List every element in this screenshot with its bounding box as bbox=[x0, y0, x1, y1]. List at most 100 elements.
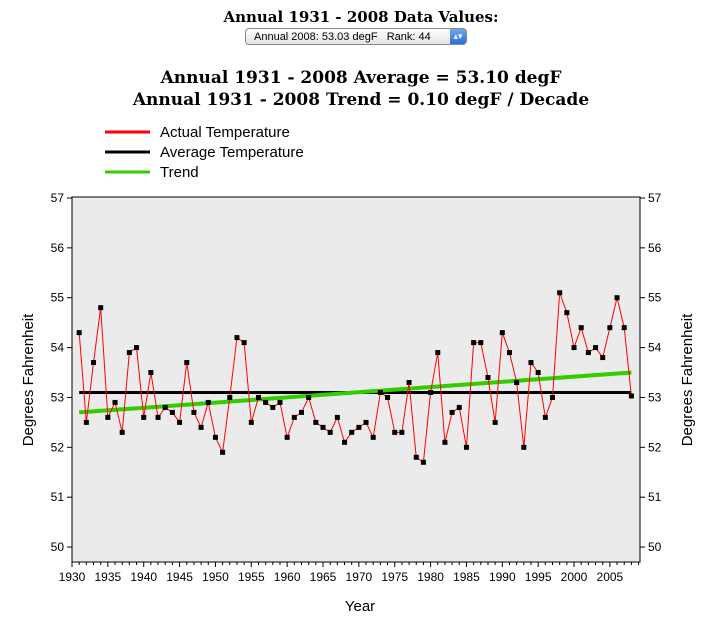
data-point bbox=[291, 414, 297, 420]
data-point bbox=[621, 325, 627, 331]
legend-label: Trend bbox=[160, 164, 199, 181]
y-tick-label-right: 50 bbox=[648, 540, 662, 554]
data-point bbox=[248, 419, 254, 425]
x-tick-label: 1960 bbox=[274, 570, 301, 584]
data-point bbox=[420, 459, 426, 465]
data-point bbox=[234, 335, 240, 341]
data-point bbox=[614, 295, 620, 301]
x-tick-label: 1955 bbox=[238, 570, 265, 584]
y-tick-label-left: 52 bbox=[51, 440, 65, 454]
data-point bbox=[593, 345, 599, 351]
data-point bbox=[349, 429, 355, 435]
y-tick-label-right: 54 bbox=[648, 341, 662, 355]
data-point bbox=[578, 325, 584, 331]
select-value: Annual 2008: 53.03 degF Rank: 44 bbox=[254, 31, 431, 43]
data-point bbox=[241, 340, 247, 346]
trend-title: Annual 1931 - 2008 Trend = 0.10 degF / D… bbox=[132, 90, 590, 110]
data-point bbox=[91, 360, 97, 366]
data-point bbox=[428, 389, 434, 395]
data-point bbox=[370, 434, 376, 440]
data-point bbox=[521, 444, 527, 450]
y-tick-label-left: 57 bbox=[51, 191, 65, 205]
data-point bbox=[313, 419, 319, 425]
data-point bbox=[184, 360, 190, 366]
data-point bbox=[141, 414, 147, 420]
x-tick-label: 1995 bbox=[525, 570, 552, 584]
data-point bbox=[628, 393, 634, 399]
data-point bbox=[320, 424, 326, 430]
data-point bbox=[514, 379, 520, 385]
data-point bbox=[607, 325, 613, 331]
data-point bbox=[177, 419, 183, 425]
x-tick-label: 1970 bbox=[346, 570, 373, 584]
x-tick-label: 1985 bbox=[453, 570, 480, 584]
data-point bbox=[442, 439, 448, 445]
data-point bbox=[542, 414, 548, 420]
y-tick-label-left: 51 bbox=[51, 490, 65, 504]
data-point bbox=[478, 340, 484, 346]
x-tick-label: 1930 bbox=[59, 570, 86, 584]
data-point bbox=[198, 424, 204, 430]
data-point bbox=[306, 394, 312, 400]
data-point bbox=[435, 350, 441, 356]
data-point bbox=[76, 330, 82, 336]
data-point bbox=[600, 355, 606, 361]
data-point bbox=[356, 424, 362, 430]
data-point bbox=[277, 399, 283, 405]
data-point bbox=[385, 394, 391, 400]
x-tick-label: 1950 bbox=[202, 570, 229, 584]
data-point bbox=[155, 414, 161, 420]
data-point bbox=[585, 350, 591, 356]
y-tick-label-left: 50 bbox=[51, 540, 65, 554]
x-tick-label: 1940 bbox=[130, 570, 157, 584]
data-values-title: Annual 1931 - 2008 Data Values: bbox=[223, 8, 499, 26]
data-point bbox=[126, 350, 132, 356]
x-tick-label: 2005 bbox=[597, 570, 624, 584]
y-tick-label-right: 57 bbox=[648, 191, 662, 205]
data-point bbox=[334, 414, 340, 420]
data-point bbox=[392, 429, 398, 435]
data-point bbox=[83, 419, 89, 425]
x-tick-label: 1945 bbox=[166, 570, 193, 584]
data-point bbox=[284, 434, 290, 440]
data-point bbox=[162, 404, 168, 410]
y-tick-label-left: 55 bbox=[51, 291, 65, 305]
data-point bbox=[98, 305, 104, 311]
data-point bbox=[169, 409, 175, 415]
data-point bbox=[492, 419, 498, 425]
data-point bbox=[406, 379, 412, 385]
legend-label: Average Temperature bbox=[160, 144, 304, 161]
x-tick-label: 1975 bbox=[381, 570, 408, 584]
data-point bbox=[270, 404, 276, 410]
y-tick-label-right: 53 bbox=[648, 390, 662, 404]
data-point bbox=[112, 399, 118, 405]
data-values-select[interactable]: Annual 2008: 53.03 degF Rank: 44 ▴▾ bbox=[245, 28, 467, 45]
data-point bbox=[456, 404, 462, 410]
y-tick-label-left: 56 bbox=[51, 241, 65, 255]
data-point bbox=[263, 399, 269, 405]
y-tick-label-right: 55 bbox=[648, 291, 662, 305]
y-tick-label-right: 56 bbox=[648, 241, 662, 255]
data-point bbox=[564, 310, 570, 316]
y-axis-label-left: Degrees Fahrenheit bbox=[20, 313, 37, 446]
data-point bbox=[557, 290, 563, 296]
data-point bbox=[327, 429, 333, 435]
data-point bbox=[399, 429, 405, 435]
average-title: Annual 1931 - 2008 Average = 53.10 degF bbox=[160, 68, 562, 88]
y-tick-label-right: 52 bbox=[648, 440, 662, 454]
data-point bbox=[535, 370, 541, 376]
x-tick-label: 1935 bbox=[95, 570, 122, 584]
data-point bbox=[485, 375, 491, 381]
data-point bbox=[134, 345, 140, 351]
data-point bbox=[528, 360, 534, 366]
x-tick-label: 1980 bbox=[417, 570, 444, 584]
data-point bbox=[363, 419, 369, 425]
data-point bbox=[212, 434, 218, 440]
data-point bbox=[119, 429, 125, 435]
data-point bbox=[191, 409, 197, 415]
data-point bbox=[205, 399, 211, 405]
legend-label: Actual Temperature bbox=[160, 124, 290, 141]
data-point bbox=[105, 414, 111, 420]
data-point bbox=[413, 454, 419, 460]
